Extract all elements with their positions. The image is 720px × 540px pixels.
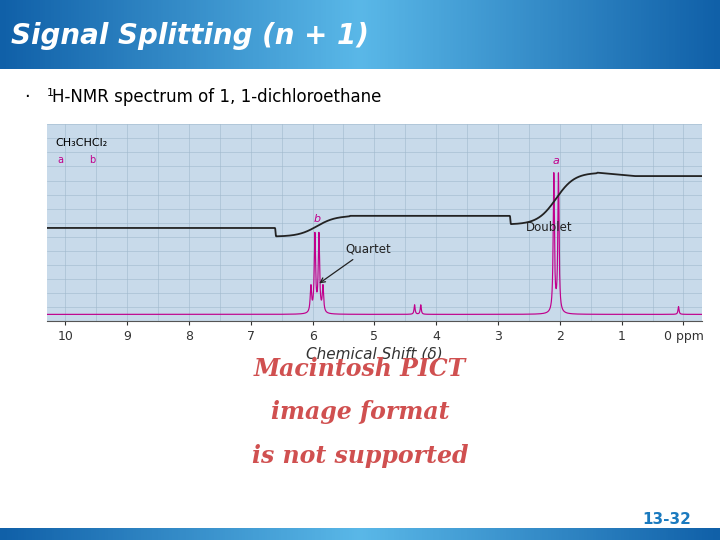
Text: is not supported: is not supported bbox=[252, 444, 468, 468]
Text: image format: image format bbox=[271, 400, 449, 424]
Text: b: b bbox=[313, 214, 320, 225]
Text: Macintosh PICT: Macintosh PICT bbox=[254, 356, 466, 381]
Text: H-NMR spectrum of 1, 1-dichloroethane: H-NMR spectrum of 1, 1-dichloroethane bbox=[52, 88, 381, 106]
Text: ·: · bbox=[25, 88, 42, 106]
Text: 1: 1 bbox=[47, 88, 54, 98]
Text: Quartet: Quartet bbox=[320, 242, 391, 282]
Text: a: a bbox=[553, 156, 559, 166]
Text: Doublet: Doublet bbox=[526, 221, 572, 234]
X-axis label: Chemical Shift (δ): Chemical Shift (δ) bbox=[306, 346, 443, 361]
Text: Signal Splitting (n + 1): Signal Splitting (n + 1) bbox=[11, 22, 369, 50]
Text: 13-32: 13-32 bbox=[643, 512, 691, 527]
